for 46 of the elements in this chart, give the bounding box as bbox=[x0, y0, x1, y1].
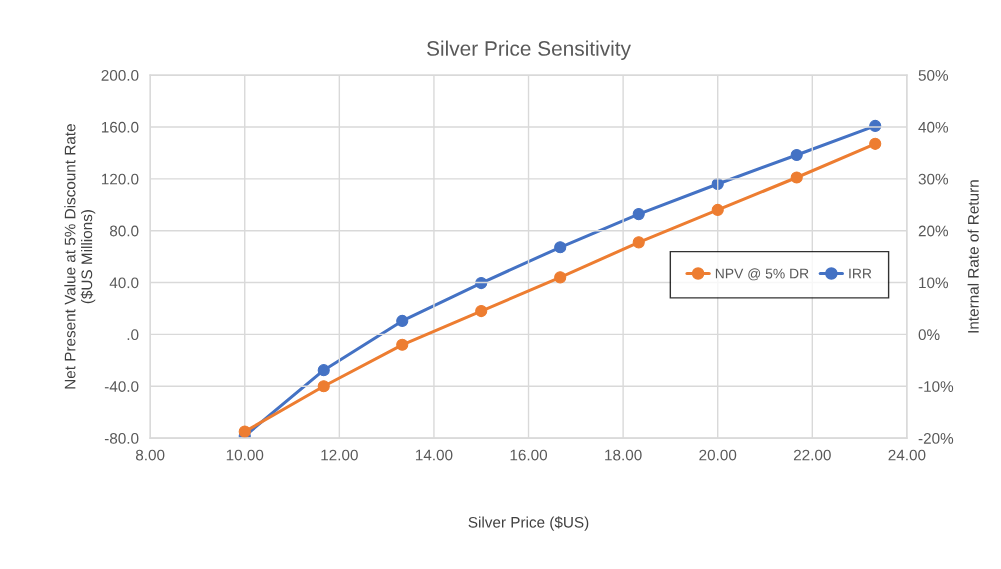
x-tick-label: 16.00 bbox=[510, 449, 548, 461]
point bbox=[711, 203, 724, 217]
y-tick-label: 120.0 bbox=[101, 173, 139, 185]
x-tick-label: 20.00 bbox=[699, 449, 737, 461]
y-tick-label: -40.0 bbox=[104, 381, 139, 392]
point bbox=[317, 364, 330, 377]
point bbox=[632, 236, 645, 249]
point bbox=[869, 137, 882, 150]
point bbox=[554, 271, 567, 284]
y2-tick-label: 40% bbox=[918, 121, 949, 133]
y-tick-label: 40.0 bbox=[109, 277, 139, 289]
y2-tick-label: 10% bbox=[919, 277, 949, 289]
y2-tick-label: 20% bbox=[918, 225, 949, 237]
point bbox=[790, 148, 803, 162]
y2-tick-label: 0% bbox=[918, 329, 940, 341]
point bbox=[475, 305, 488, 318]
point bbox=[317, 380, 330, 393]
x-tick-label: 12.00 bbox=[321, 449, 358, 461]
y2-tick-label: 50% bbox=[918, 69, 949, 81]
x-tick-label: 22.00 bbox=[793, 449, 831, 461]
x-tick-label: 18.00 bbox=[605, 449, 642, 461]
x-axis-title: Silver Price ($US) bbox=[468, 516, 589, 531]
point bbox=[632, 208, 645, 221]
point bbox=[238, 425, 251, 438]
point bbox=[790, 171, 803, 184]
y2-axis-title: Internal Rate of Return bbox=[967, 180, 979, 333]
y2-tick-label: -20% bbox=[918, 433, 954, 444]
point bbox=[475, 276, 488, 290]
y-tick-label: -80.0 bbox=[104, 433, 139, 444]
point bbox=[396, 338, 409, 351]
y-axis-title: Net Present Value at 5% Discount Rate ($US Millions) bbox=[64, 124, 96, 389]
legend-label: IRR bbox=[849, 268, 872, 279]
point bbox=[396, 314, 409, 327]
x-tick-label: 14.00 bbox=[415, 449, 453, 461]
chart-title: Silver Price Sensitivity bbox=[427, 40, 631, 60]
y-tick-label: 160.0 bbox=[101, 121, 139, 133]
y-tick-label: .0 bbox=[127, 329, 139, 341]
y2-tick-label: -10% bbox=[918, 381, 954, 392]
point bbox=[554, 241, 567, 254]
y2-tick-label: 30% bbox=[918, 173, 949, 185]
legend-label: NPV @ 5% DR bbox=[715, 268, 809, 281]
x-tick-label: 8.00 bbox=[135, 449, 165, 461]
y-tick-label: 80.0 bbox=[109, 225, 139, 237]
x-tick-label: 10.00 bbox=[226, 449, 264, 461]
x-tick-label: 24.00 bbox=[888, 449, 926, 461]
y-tick-label: 200.0 bbox=[101, 69, 139, 81]
